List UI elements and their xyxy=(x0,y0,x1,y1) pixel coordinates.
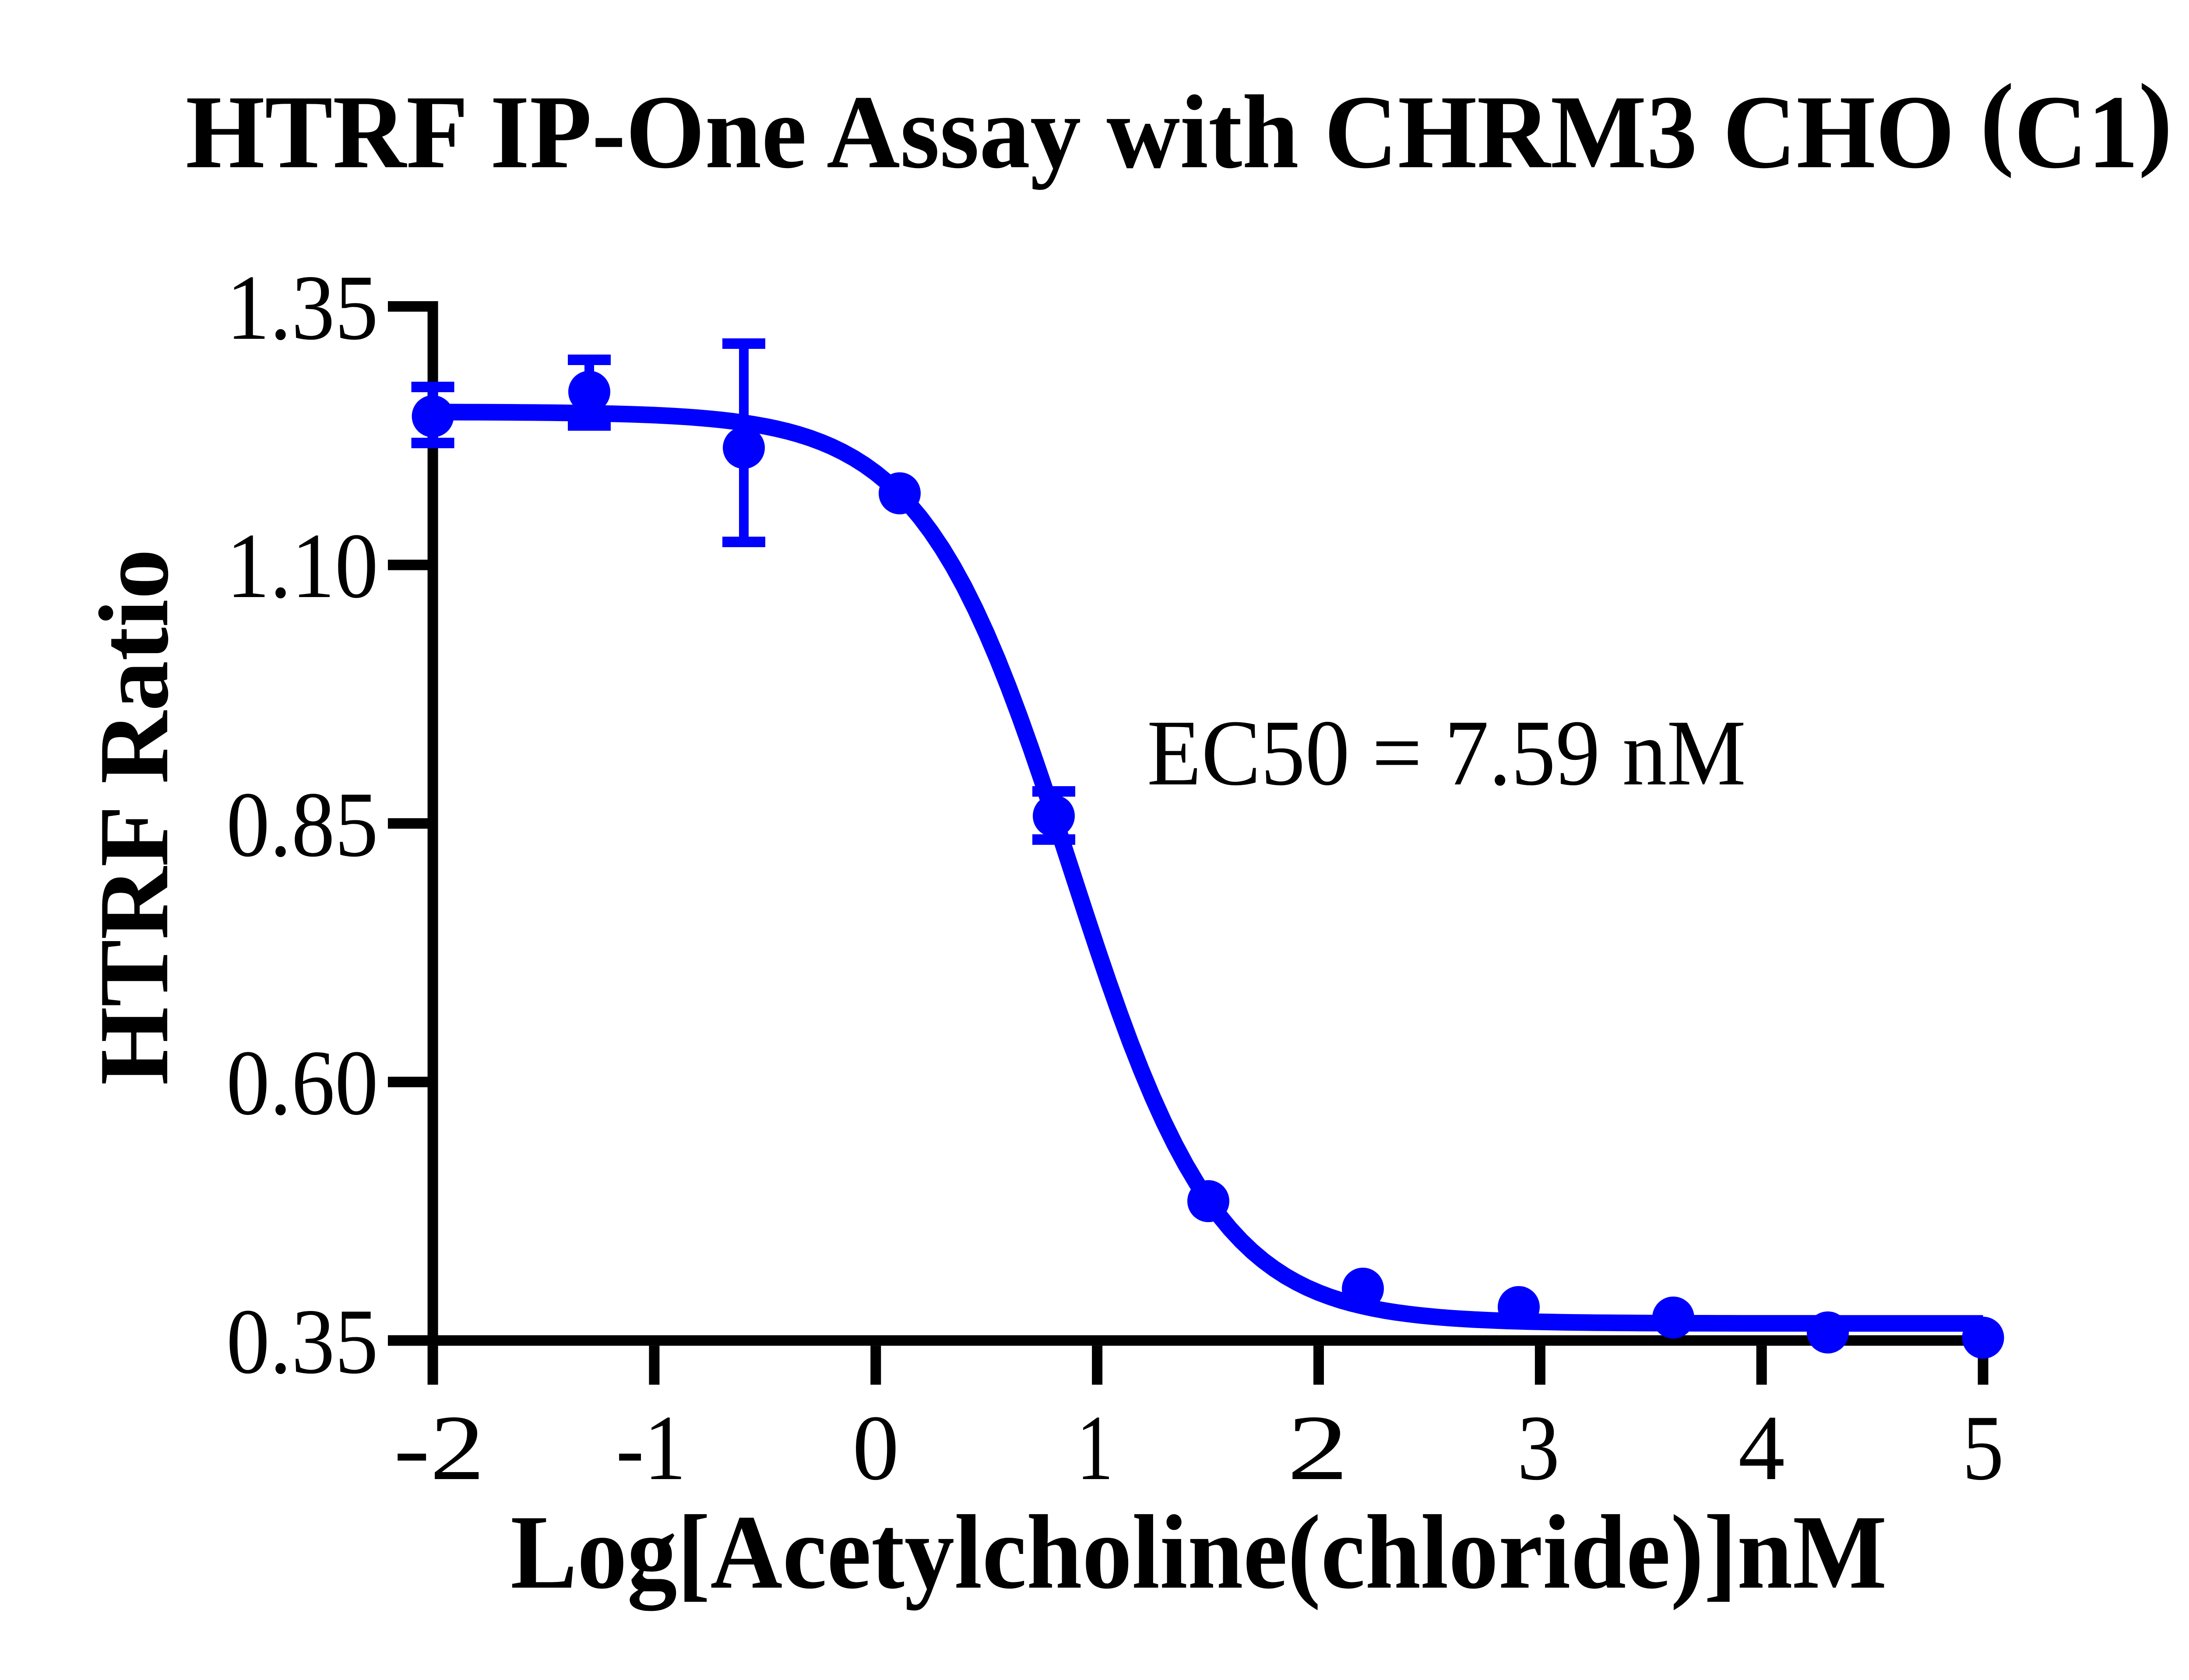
svg-text:5: 5 xyxy=(1962,1396,2004,1500)
svg-text:3: 3 xyxy=(1517,1396,1560,1500)
svg-text:-2: -2 xyxy=(394,1396,485,1500)
svg-text:0: 0 xyxy=(852,1396,899,1500)
svg-text:0.85: 0.85 xyxy=(226,773,378,876)
svg-text:-1: -1 xyxy=(616,1396,686,1500)
svg-text:0.60: 0.60 xyxy=(226,1031,378,1135)
svg-text:1: 1 xyxy=(1077,1396,1113,1500)
svg-text:0.35: 0.35 xyxy=(226,1290,378,1393)
svg-text:4: 4 xyxy=(1738,1396,1785,1500)
svg-text:HTRF Ratio: HTRF Ratio xyxy=(79,549,189,1085)
svg-text:1.10: 1.10 xyxy=(226,514,378,618)
svg-text:HTRF IP-One Assay with CHRM3 C: HTRF IP-One Assay with CHRM3 CHO (C1) xyxy=(186,62,2172,190)
svg-text:EC50 = 7.59 nM: EC50 = 7.59 nM xyxy=(1147,700,1746,805)
svg-text:1.35: 1.35 xyxy=(226,256,378,359)
svg-text:2: 2 xyxy=(1287,1396,1348,1500)
svg-text:Log[Acetylcholine(chloride)]nM: Log[Acetylcholine(chloride)]nM xyxy=(510,1494,1887,1611)
